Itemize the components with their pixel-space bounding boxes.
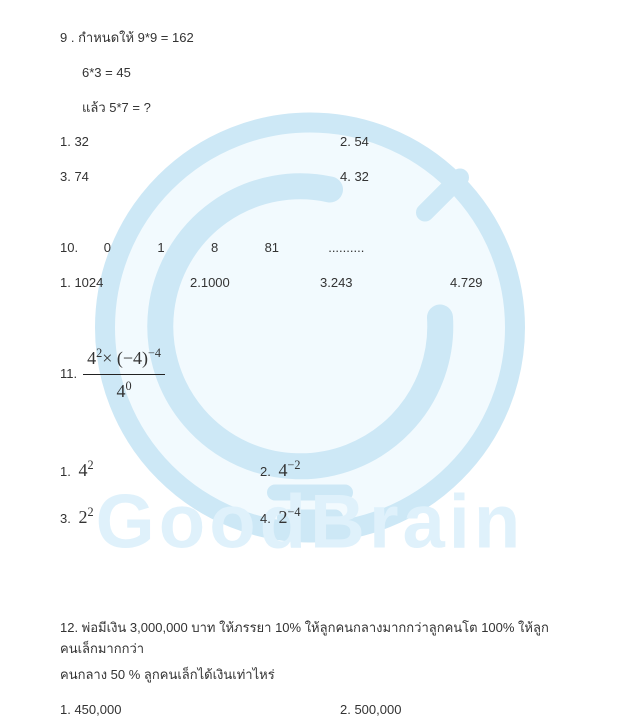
q9-choice1: 1. 32	[60, 132, 340, 153]
q10-choices: 1. 1024 2.1000 3.243 4.729	[60, 273, 560, 294]
q11-prompt: 11. 42× (−4)−4 40	[60, 344, 560, 407]
q9-choices-row2: 3. 74 4. 32	[60, 167, 560, 188]
q11-label: 11.	[60, 364, 77, 385]
q11-c1-math: 42	[78, 460, 93, 480]
q11-c1-prefix: 1.	[60, 464, 71, 479]
q9-line1: 9 . กำหนดให้ 9*9 = 162	[60, 28, 560, 49]
q9-choice3: 3. 74	[60, 167, 340, 188]
q9-choice4: 4. 32	[340, 167, 620, 188]
q12-line2: คนกลาง 50 % ลูกคนเล็กได้เงินเท่าไหร่	[60, 665, 560, 686]
q11-choice4: 4. 2−4	[260, 503, 540, 532]
q11-choice2: 2. 4−2	[260, 456, 540, 485]
q10-seq-1: 1	[157, 238, 207, 259]
q10-seq-2: 8	[211, 238, 261, 259]
document-content: 9 . กำหนดให้ 9*9 = 162 6*3 = 45 แล้ว 5*7…	[0, 0, 620, 718]
q9-choice2: 2. 54	[340, 132, 620, 153]
q10-choice4: 4.729	[450, 273, 580, 294]
q9-line2: 6*3 = 45	[60, 63, 560, 84]
q11-choices-row1: 1. 42 2. 4−2	[60, 456, 560, 485]
q11-choices-row2: 3. 22 4. 2−4	[60, 503, 560, 532]
q11-numerator: 42× (−4)−4	[83, 344, 165, 376]
q11-choice3: 3. 22	[60, 503, 260, 532]
q12-choice1: 1. 450,000	[60, 700, 340, 718]
q12-line1: 12. พ่อมีเงิน 3,000,000 บาท ให้ภรรยา 10%…	[60, 618, 560, 660]
q9-line3: แล้ว 5*7 = ?	[60, 98, 560, 119]
q12-choice2: 2. 500,000	[340, 700, 620, 718]
q10-choice2: 2.1000	[190, 273, 320, 294]
q11-c4-prefix: 4.	[260, 511, 271, 526]
q10-choice1: 1. 1024	[60, 273, 190, 294]
q10-seq-3: 81	[265, 238, 325, 259]
q11-denominator: 40	[83, 375, 165, 406]
q10-label: 10.	[60, 240, 78, 255]
q10-seq-4: ..........	[328, 238, 364, 259]
q12-choices-row1: 1. 450,000 2. 500,000	[60, 700, 560, 718]
q11-c4-math: 2−4	[278, 507, 300, 527]
q11-c3-prefix: 3.	[60, 511, 71, 526]
q9-choices-row1: 1. 32 2. 54	[60, 132, 560, 153]
q11-fraction: 42× (−4)−4 40	[83, 344, 165, 407]
q10-seq-0: 0	[104, 238, 154, 259]
q10-prompt: 10. 0 1 8 81 ..........	[60, 238, 560, 259]
q11-c3-math: 22	[78, 507, 93, 527]
q11-choice1: 1. 42	[60, 456, 260, 485]
q11-c2-prefix: 2.	[260, 464, 271, 479]
q10-sequence: 0 1 8 81 ..........	[104, 238, 365, 259]
q11-c2-math: 4−2	[278, 460, 300, 480]
q10-choice3: 3.243	[320, 273, 450, 294]
